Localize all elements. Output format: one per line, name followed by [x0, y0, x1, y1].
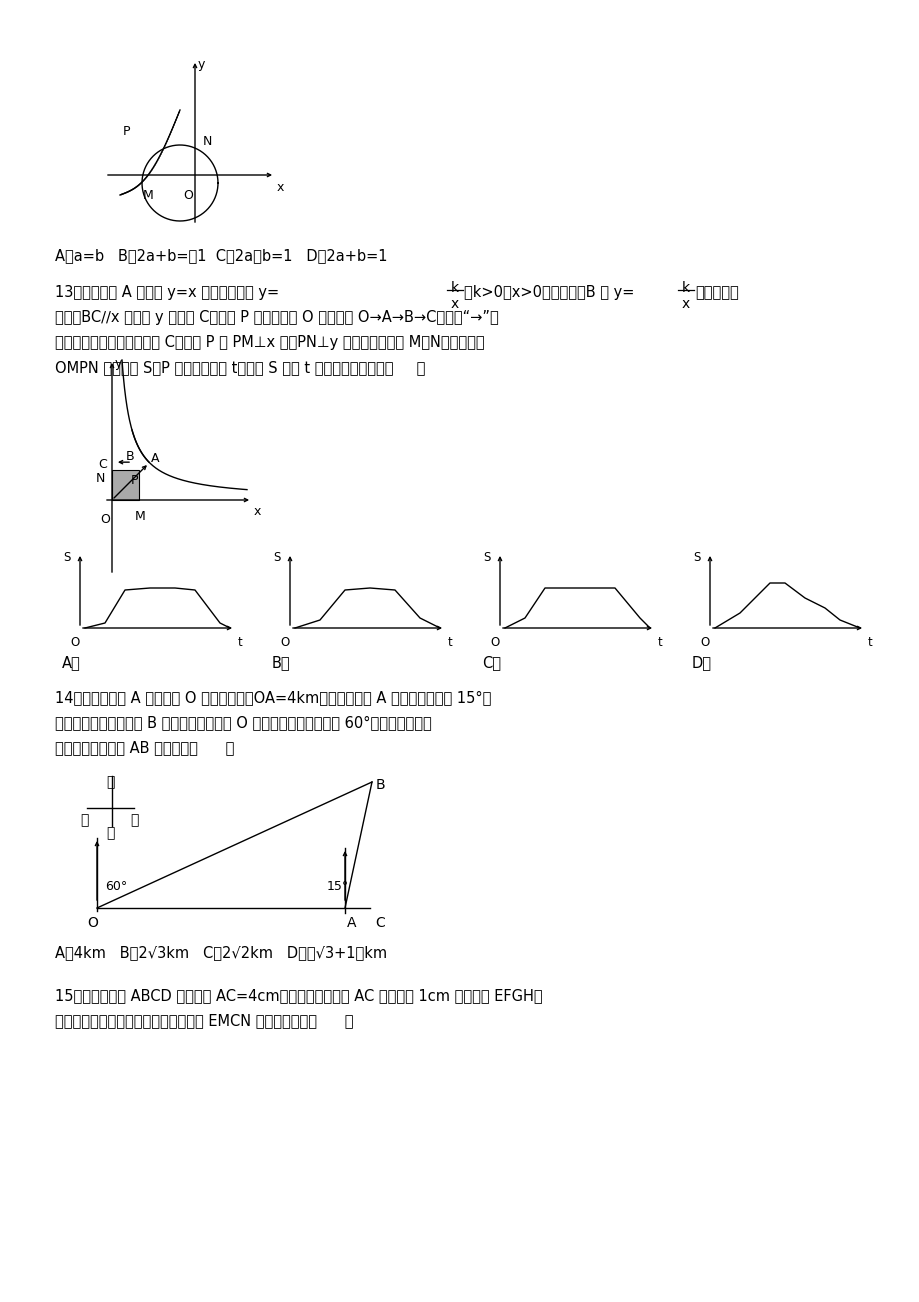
Text: C: C	[98, 458, 107, 471]
Text: C: C	[375, 917, 384, 930]
Text: k: k	[450, 281, 459, 296]
Text: 一点，BC∕∕x 轴，交 y 轴于点 C．动点 P 从坐标原点 O 出发，沿 O→A→B→C（图中“→”所: 一点，BC∕∕x 轴，交 y 轴于点 C．动点 P 从坐标原点 O 出发，沿 O…	[55, 310, 498, 326]
Text: k: k	[681, 281, 689, 296]
Text: O: O	[100, 513, 109, 526]
Text: 向航行一段距离后到达 B 处，此时从观测站 O 处测得该船位于北偏东 60°的方向，那么该: 向航行一段距离后到达 B 处，此时从观测站 O 处测得该船位于北偏东 60°的方…	[55, 715, 431, 730]
Text: M: M	[135, 510, 145, 523]
Text: 北: 北	[106, 775, 114, 789]
Text: B: B	[126, 450, 134, 464]
Text: N: N	[203, 135, 212, 148]
Text: O: O	[87, 917, 97, 930]
Text: O: O	[70, 635, 79, 648]
Text: 图象上的另: 图象上的另	[694, 285, 738, 299]
Text: x: x	[254, 505, 261, 518]
Text: 船航行的距离（即 AB 的长）为（      ）: 船航行的距离（即 AB 的长）为（ ）	[55, 740, 234, 755]
Text: A: A	[151, 452, 159, 465]
Text: O: O	[699, 635, 709, 648]
Text: x: x	[450, 297, 459, 311]
Text: A: A	[346, 917, 357, 930]
Bar	[112, 470, 139, 500]
Text: S: S	[63, 551, 71, 564]
Text: O: O	[490, 635, 499, 648]
Text: t: t	[867, 635, 872, 648]
Text: x: x	[681, 297, 689, 311]
Text: t: t	[657, 635, 662, 648]
Text: B: B	[376, 779, 385, 792]
Text: 东: 东	[130, 812, 138, 827]
Text: 15．如图，菱形 ABCD 的对角线 AC=4cm，把它沿着对角线 AC 方向平移 1cm 得到菱形 EFGH，: 15．如图，菱形 ABCD 的对角线 AC=4cm，把它沿着对角线 AC 方向平…	[55, 988, 542, 1003]
Text: P: P	[123, 125, 130, 138]
Text: 13．如图，点 A 是直线 y=x 与反比例函数 y=: 13．如图，点 A 是直线 y=x 与反比例函数 y=	[55, 285, 278, 299]
Text: S: S	[273, 551, 280, 564]
Text: C．: C．	[482, 655, 501, 671]
Text: 示路线）匀速运动，终点为 C，过点 P 作 PM⊥x 轴，PN⊥y 轴，垂足分别为 M，N．设四边形: 示路线）匀速运动，终点为 C，过点 P 作 PM⊥x 轴，PN⊥y 轴，垂足分别…	[55, 335, 484, 350]
Text: x: x	[277, 181, 284, 194]
Text: S: S	[482, 551, 490, 564]
Text: O: O	[183, 189, 193, 202]
Text: y: y	[115, 357, 122, 370]
Text: 15°: 15°	[326, 880, 349, 893]
Text: N: N	[96, 473, 106, 486]
Text: M: M	[142, 189, 153, 202]
Text: A．4km   B．2√3km   C．2√2km   D．（√3+1）km: A．4km B．2√3km C．2√2km D．（√3+1）km	[55, 945, 387, 960]
Text: t: t	[238, 635, 243, 648]
Text: 西: 西	[80, 812, 88, 827]
Text: P: P	[130, 474, 139, 487]
Text: 南: 南	[106, 825, 114, 840]
Text: B．: B．	[272, 655, 290, 671]
Text: D．: D．	[691, 655, 711, 671]
Text: 14．如图，港口 A 在观测站 O 的正东方向，OA=4km，某船从港口 A 出发，沿北偏东 15°方: 14．如图，港口 A 在观测站 O 的正东方向，OA=4km，某船从港口 A 出…	[55, 690, 491, 704]
Text: 那么图中阴影局部图形的面积与四边形 EMCN 的面积之比为（      ）: 那么图中阴影局部图形的面积与四边形 EMCN 的面积之比为（ ）	[55, 1013, 353, 1029]
Text: （k>0，x>0）的交点，B 是 y=: （k>0，x>0）的交点，B 是 y=	[463, 285, 634, 299]
Text: O: O	[279, 635, 289, 648]
Text: t: t	[448, 635, 452, 648]
Text: OMPN 的面积为 S，P 点运动时间为 t，那么 S 关于 t 的函数图象大致为（     ）: OMPN 的面积为 S，P 点运动时间为 t，那么 S 关于 t 的函数图象大致…	[55, 359, 425, 375]
Text: y: y	[198, 59, 205, 72]
Text: A．: A．	[62, 655, 81, 671]
Text: 60°: 60°	[105, 880, 127, 893]
Text: S: S	[693, 551, 700, 564]
Text: A．a=b   B．2a+b=－1  C．2a－b=1   D．2a+b=1: A．a=b B．2a+b=－1 C．2a－b=1 D．2a+b=1	[55, 247, 387, 263]
